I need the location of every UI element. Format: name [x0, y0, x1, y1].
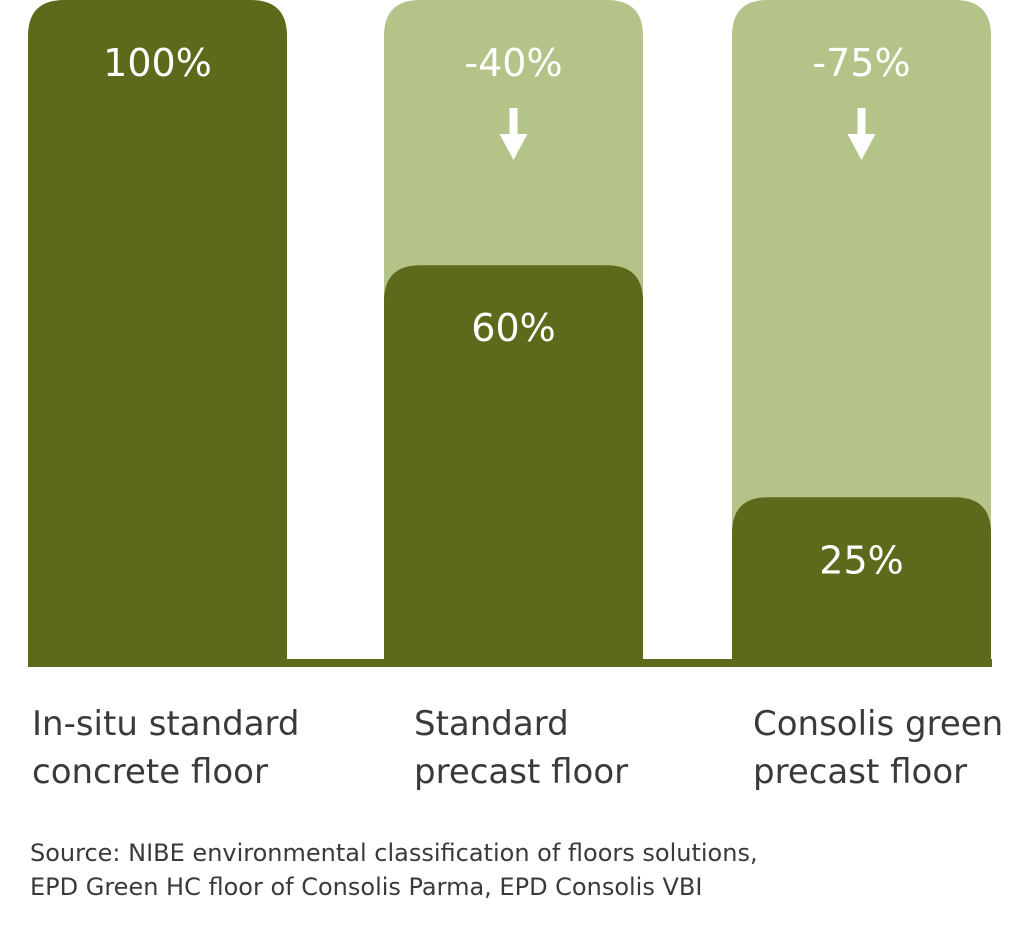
- category-label-line: Standard: [414, 704, 569, 744]
- reduction-label: -75%: [812, 41, 910, 85]
- category-label-line: precast floor: [414, 752, 629, 792]
- category-label-line: precast floor: [753, 752, 968, 792]
- source-note: Source: NIBE environmental classificatio…: [30, 836, 758, 904]
- source-line-2: EPD Green HC floor of Consolis Parma, EP…: [30, 873, 703, 901]
- value-bar: [28, 0, 287, 663]
- category-label-consolis-green: Consolis green precast floor: [753, 700, 1003, 796]
- category-label-line: In-situ standard: [32, 704, 300, 744]
- value-bar: [732, 497, 991, 663]
- bar-chart: 100% 60% -40% 25% -75%: [28, 0, 992, 667]
- down-arrow-icon: [847, 108, 876, 160]
- category-label-line: Consolis green: [753, 704, 1004, 744]
- down-arrow-icon: [499, 108, 528, 160]
- value-label: 25%: [819, 538, 903, 582]
- value-label: 60%: [471, 306, 555, 350]
- source-line-1: Source: NIBE environmental classificatio…: [30, 839, 758, 867]
- value-bar: [384, 265, 643, 663]
- value-label: 100%: [103, 41, 212, 85]
- category-label-standard-precast: Standard precast floor: [414, 700, 628, 796]
- category-label-line: concrete floor: [32, 752, 268, 792]
- category-label-in-situ: In-situ standard concrete floor: [32, 700, 300, 796]
- reduction-label: -40%: [464, 41, 562, 85]
